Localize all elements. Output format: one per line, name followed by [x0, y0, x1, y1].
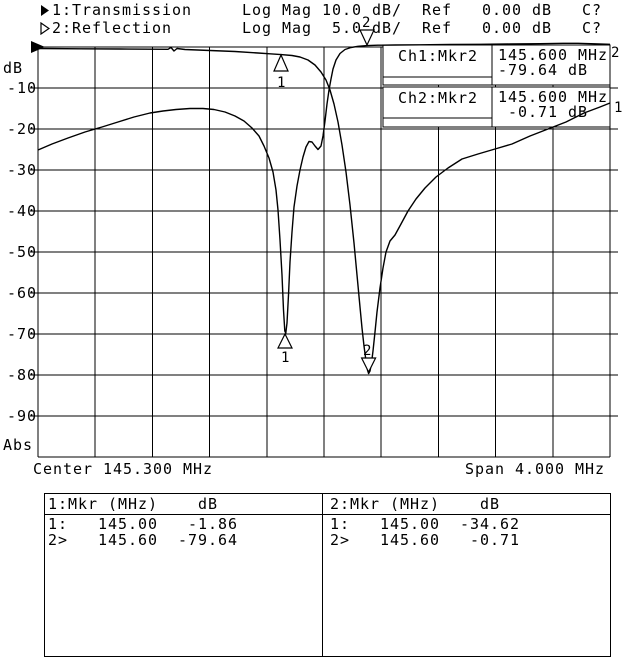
marker-table-row: 2> 145.60 -79.64: [48, 531, 239, 549]
marker2-reflection-icon: [359, 29, 375, 47]
marker2-transmission-icon: [360, 357, 377, 374]
marker-table-left-header: 1:Mkr (MHz) dB: [48, 495, 219, 513]
marker-table: [44, 493, 611, 657]
y-axis-unit-label: dB: [3, 59, 24, 77]
trace-reflection: [37, 42, 611, 334]
readout-ch1-freq: 145.600 MHz: [498, 46, 609, 64]
marker-readout-panel: [382, 44, 611, 128]
y-axis-tick-label: -30: [6, 161, 37, 179]
marker1-transmission-label: 1: [277, 75, 285, 91]
marker1-transmission-icon: [273, 53, 289, 72]
y-axis-tick-label: -20: [6, 120, 37, 138]
marker-table-row: 1: 145.00 -34.62: [330, 515, 521, 533]
channel2-inactive-icon: [40, 22, 50, 35]
y-axis-abs-label: Abs: [3, 436, 34, 454]
y-axis-tick-label: -10: [6, 79, 37, 97]
trace2-id-label: 2: [611, 45, 619, 61]
y-axis-tick-label: -40: [6, 202, 37, 220]
channel2-header-line: 2:Reflection Log Mag 5.0 dB/ Ref 0.00 dB…: [52, 19, 603, 37]
y-axis-tick-label: -50: [6, 243, 37, 261]
marker1-reflection-label: 1: [281, 350, 289, 366]
y-axis-tick-label: -90: [6, 407, 37, 425]
channel1-active-icon: [40, 4, 50, 17]
trace1-id-label: 1: [614, 100, 622, 116]
marker-table-divider: [322, 493, 323, 657]
readout-ch1-box: [382, 44, 611, 86]
trace-transmission: [37, 46, 611, 375]
y-axis-tick-label: -70: [6, 325, 37, 343]
marker-table-row: 2> 145.60 -0.71: [330, 531, 521, 549]
readout-ch2-freq: 145.600 MHz: [498, 88, 609, 106]
marker-table-header-rule: [45, 514, 610, 515]
marker1-reflection-icon: [277, 332, 293, 349]
marker-table-right-header: 2:Mkr (MHz) dB: [330, 495, 501, 513]
marker2-reflection-label: 2: [362, 15, 370, 31]
center-frequency-label: Center 145.300 MHz: [33, 460, 214, 478]
readout-ch1-level: -79.64 dB: [498, 61, 589, 79]
channel1-header-line: 1:Transmission Log Mag 10.0 dB/ Ref 0.00…: [52, 1, 603, 19]
marker2-transmission-label: 2: [363, 343, 371, 359]
readout-ch1-label: Ch1:Mkr2: [398, 47, 479, 65]
marker-table-row: 1: 145.00 -1.86: [48, 515, 239, 533]
readout-ch2-label: Ch2:Mkr2: [398, 89, 479, 107]
reference-level-arrow-icon: [31, 41, 45, 53]
y-axis-tick-label: -80: [6, 366, 37, 384]
readout-ch2-box: [382, 86, 611, 128]
y-axis-tick-label: -60: [6, 284, 37, 302]
readout-ch2-level: -0.71 dB: [508, 103, 589, 121]
span-label: Span 4.000 MHz: [465, 460, 606, 478]
